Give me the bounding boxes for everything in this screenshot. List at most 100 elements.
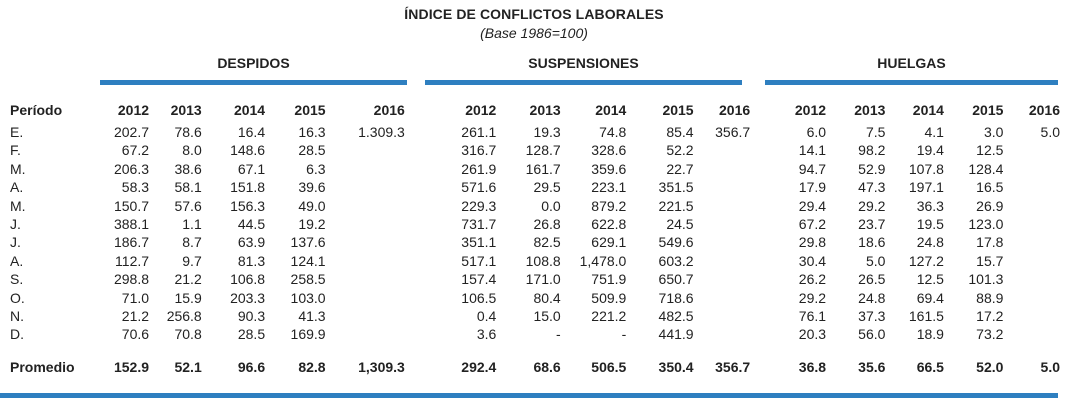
average-value-cell: 35.6 xyxy=(858,358,886,375)
value-cell: 17.2 xyxy=(976,308,1004,325)
value-cell: 76.1 xyxy=(798,308,827,325)
value-cell: 622.8 xyxy=(591,216,627,233)
value-cell: 44.5 xyxy=(237,216,266,233)
value-cell: 41.3 xyxy=(298,308,326,325)
year-header: 2013 xyxy=(854,102,886,118)
average-value-cell: 292.4 xyxy=(461,358,497,375)
year-header: 2016 xyxy=(373,102,405,118)
value-cell: 549.6 xyxy=(658,234,694,251)
value-cell: 28.5 xyxy=(298,142,326,159)
month-label: D. xyxy=(10,326,24,343)
month-label: M. xyxy=(10,160,26,177)
table-row: M. 206.3 38.6 67.1 6.3 261.9 161.7 359.6 22.7 94.… xyxy=(0,160,1068,178)
value-cell: 29.2 xyxy=(798,289,827,306)
table-row: J. 186.7 8.7 63.9 137.6 351.1 82.5 629.1 549.6 29… xyxy=(0,233,1068,251)
value-cell: 29.2 xyxy=(858,197,886,214)
value-cell: 171.0 xyxy=(525,271,561,288)
value-cell: 82.5 xyxy=(533,234,561,251)
value-cell xyxy=(1011,307,1068,325)
value-cell: 157.4 xyxy=(461,271,497,288)
value-cell: 650.7 xyxy=(658,271,694,288)
value-cell xyxy=(334,270,413,288)
table-title: ÍNDICE DE CONFLICTOS LABORALES xyxy=(404,6,664,22)
value-cell: 21.2 xyxy=(121,308,150,325)
value-cell: 356.7 xyxy=(715,124,751,140)
month-label: O. xyxy=(10,289,25,306)
value-cell: 3.6 xyxy=(476,326,497,343)
value-cell: 137.6 xyxy=(290,234,326,251)
header-row: Período 2012 2013 2014 2015 2016 2012 2013 2014… xyxy=(0,97,1068,123)
value-cell xyxy=(1011,160,1068,178)
value-cell: 103.0 xyxy=(290,289,326,306)
value-cell: 203.3 xyxy=(230,289,266,306)
value-cell: 8.7 xyxy=(182,234,202,251)
average-value-cell: 96.6 xyxy=(237,358,266,375)
value-cell: 388.1 xyxy=(113,216,150,233)
value-cell: 21.2 xyxy=(174,271,202,288)
value-cell: 221.2 xyxy=(591,308,627,325)
value-cell: 15.9 xyxy=(174,289,202,306)
value-cell: 202.7 xyxy=(113,124,150,140)
table-row: F. 67.2 8.0 148.6 28.5 316.7 128.7 328.6 52.2 14.… xyxy=(0,141,1068,159)
value-cell xyxy=(1011,215,1068,233)
value-cell xyxy=(702,307,759,325)
month-label: A. xyxy=(10,179,24,196)
value-cell: 24.8 xyxy=(858,289,886,306)
value-cell xyxy=(334,178,413,196)
value-cell: 5.0 xyxy=(865,252,886,269)
value-cell: 85.4 xyxy=(666,124,694,140)
value-cell: 223.1 xyxy=(591,179,627,196)
value-cell: 29.4 xyxy=(798,197,827,214)
month-label: F. xyxy=(10,142,21,159)
value-cell: 15.7 xyxy=(976,252,1004,269)
value-cell xyxy=(702,325,759,343)
value-cell xyxy=(1011,178,1068,196)
value-cell: 78.6 xyxy=(174,124,202,140)
value-cell: 148.6 xyxy=(230,142,266,159)
value-cell: 509.9 xyxy=(591,289,627,306)
month-label: J. xyxy=(10,216,21,233)
value-cell: 351.1 xyxy=(461,234,497,251)
month-label: N. xyxy=(10,308,24,325)
value-cell: 359.6 xyxy=(591,160,627,177)
value-cell: 261.1 xyxy=(461,124,497,140)
value-cell xyxy=(702,270,759,288)
value-cell xyxy=(334,160,413,178)
value-cell: 1,478.0 xyxy=(579,252,627,269)
year-header: 2013 xyxy=(529,102,561,118)
value-cell: 8.0 xyxy=(182,142,202,159)
average-row: Promedio 152.9 52.1 96.6 82.8 1,309.3 292.4 68.… xyxy=(0,344,1068,390)
bottom-bar xyxy=(0,393,1058,398)
year-header: 2015 xyxy=(662,102,694,118)
table-subtitle: (Base 1986=100) xyxy=(480,25,588,41)
period-header: Período xyxy=(10,102,63,118)
month-label: E. xyxy=(10,124,24,140)
value-cell: 0.4 xyxy=(476,308,497,325)
value-cell xyxy=(702,141,759,159)
value-cell: 127.2 xyxy=(908,252,944,269)
value-cell: 106.5 xyxy=(461,289,497,306)
month-label: S. xyxy=(10,271,24,288)
value-cell: 328.6 xyxy=(591,142,627,159)
value-cell: 70.8 xyxy=(174,326,202,343)
value-cell: 221.5 xyxy=(658,197,694,214)
value-cell: 517.1 xyxy=(461,252,497,269)
value-cell: 88.9 xyxy=(976,289,1004,306)
value-cell: 1.309.3 xyxy=(358,124,405,140)
average-value-cell: 36.8 xyxy=(798,358,827,375)
month-label: J. xyxy=(10,234,21,251)
value-cell: 0.0 xyxy=(541,197,561,214)
value-cell: 73.2 xyxy=(976,326,1004,343)
year-header: 2015 xyxy=(972,102,1004,118)
value-cell: 156.3 xyxy=(230,197,266,214)
value-cell: 751.9 xyxy=(591,271,627,288)
value-cell: 71.0 xyxy=(121,289,150,306)
value-cell: 67.2 xyxy=(798,216,827,233)
value-cell xyxy=(702,197,759,215)
value-cell xyxy=(1011,197,1068,215)
value-cell: 94.7 xyxy=(798,160,827,177)
value-cell: 124.1 xyxy=(290,252,326,269)
value-cell: 161.7 xyxy=(525,160,561,177)
value-cell: - xyxy=(556,326,561,343)
value-cell: 3.0 xyxy=(983,124,1004,140)
